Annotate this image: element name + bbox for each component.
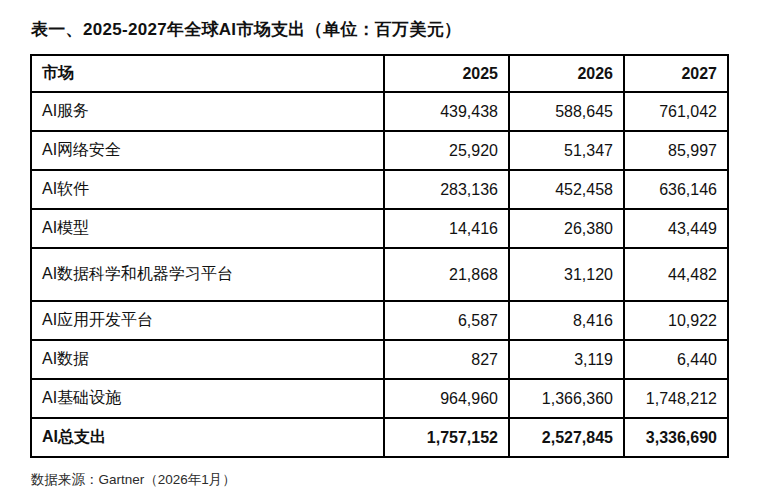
market-cell-total: AI总支出 bbox=[31, 418, 384, 457]
table-row-ai-app-dev-platform: AI应用开发平台 6,587 8,416 10,922 bbox=[31, 301, 728, 340]
market-cell: AI数据科学和机器学习平台 bbox=[31, 248, 384, 301]
market-cell: AI软件 bbox=[31, 170, 384, 209]
table-row-ai-total-spending: AI总支出 1,757,152 2,527,845 3,336,690 bbox=[31, 418, 728, 457]
value-cell-2025: 21,868 bbox=[384, 248, 509, 301]
value-cell-2026: 452,458 bbox=[509, 170, 624, 209]
column-header-2025: 2025 bbox=[384, 55, 509, 92]
market-cell: AI基础设施 bbox=[31, 379, 384, 418]
table-row-ai-infrastructure: AI基础设施 964,960 1,366,360 1,748,212 bbox=[31, 379, 728, 418]
value-cell-2026: 588,645 bbox=[509, 92, 624, 131]
market-cell: AI网络安全 bbox=[31, 131, 384, 170]
table-header-row: 市场 2025 2026 2027 bbox=[31, 55, 728, 92]
value-cell-2026: 26,380 bbox=[509, 209, 624, 248]
value-cell-2025: 964,960 bbox=[384, 379, 509, 418]
value-cell-2027: 636,146 bbox=[624, 170, 728, 209]
page: 表一、2025-2027年全球AI市场支出（单位：百万美元） 市场 2025 2… bbox=[0, 0, 762, 500]
value-cell-2027: 44,482 bbox=[624, 248, 728, 301]
total-value-cell-2025: 1,757,152 bbox=[384, 418, 509, 457]
value-cell-2025: 14,416 bbox=[384, 209, 509, 248]
value-cell-2027: 6,440 bbox=[624, 340, 728, 379]
table-row-ai-data-science-ml-platform: AI数据科学和机器学习平台 21,868 31,120 44,482 bbox=[31, 248, 728, 301]
value-cell-2025: 6,587 bbox=[384, 301, 509, 340]
value-cell-2027: 1,748,212 bbox=[624, 379, 728, 418]
table-row-ai-software: AI软件 283,136 452,458 636,146 bbox=[31, 170, 728, 209]
value-cell-2026: 51,347 bbox=[509, 131, 624, 170]
value-cell-2027: 43,449 bbox=[624, 209, 728, 248]
value-cell-2026: 3,119 bbox=[509, 340, 624, 379]
value-cell-2025: 827 bbox=[384, 340, 509, 379]
value-cell-2025: 283,136 bbox=[384, 170, 509, 209]
value-cell-2025: 25,920 bbox=[384, 131, 509, 170]
market-cell: AI数据 bbox=[31, 340, 384, 379]
value-cell-2027: 10,922 bbox=[624, 301, 728, 340]
column-header-2027: 2027 bbox=[624, 55, 728, 92]
table-row-ai-models: AI模型 14,416 26,380 43,449 bbox=[31, 209, 728, 248]
market-cell: AI应用开发平台 bbox=[31, 301, 384, 340]
total-value-cell-2026: 2,527,845 bbox=[509, 418, 624, 457]
column-header-2026: 2026 bbox=[509, 55, 624, 92]
table-row-ai-data: AI数据 827 3,119 6,440 bbox=[31, 340, 728, 379]
page-title: 表一、2025-2027年全球AI市场支出（单位：百万美元） bbox=[0, 0, 762, 54]
market-cell: AI服务 bbox=[31, 92, 384, 131]
data-source-note: 数据来源：Gartner（2026年1月） bbox=[31, 471, 762, 489]
column-header-market: 市场 bbox=[31, 55, 384, 92]
market-cell: AI模型 bbox=[31, 209, 384, 248]
value-cell-2026: 8,416 bbox=[509, 301, 624, 340]
total-value-cell-2027: 3,336,690 bbox=[624, 418, 728, 457]
value-cell-2027: 761,042 bbox=[624, 92, 728, 131]
value-cell-2025: 439,438 bbox=[384, 92, 509, 131]
value-cell-2027: 85,997 bbox=[624, 131, 728, 170]
ai-market-spending-table: 市场 2025 2026 2027 AI服务 439,438 588,645 7… bbox=[30, 54, 729, 458]
table-row-ai-cybersecurity: AI网络安全 25,920 51,347 85,997 bbox=[31, 131, 728, 170]
value-cell-2026: 1,366,360 bbox=[509, 379, 624, 418]
table-row-ai-services: AI服务 439,438 588,645 761,042 bbox=[31, 92, 728, 131]
value-cell-2026: 31,120 bbox=[509, 248, 624, 301]
